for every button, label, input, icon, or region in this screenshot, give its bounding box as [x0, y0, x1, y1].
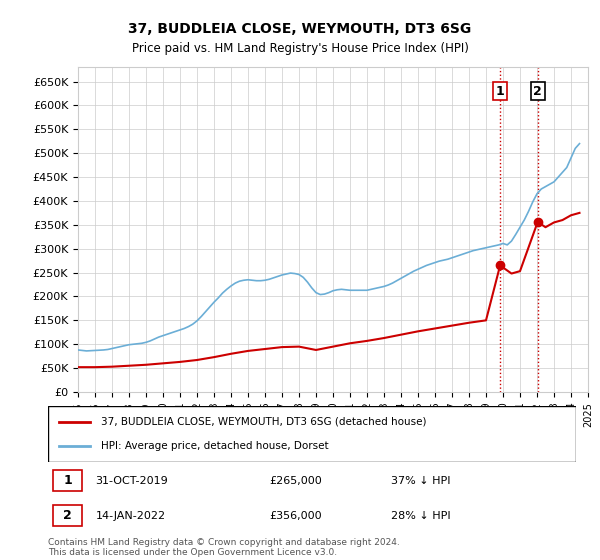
Text: £265,000: £265,000 [270, 476, 323, 486]
FancyBboxPatch shape [53, 470, 82, 492]
Text: HPI: Average price, detached house, Dorset: HPI: Average price, detached house, Dors… [101, 441, 328, 451]
FancyBboxPatch shape [53, 505, 82, 526]
Text: 37, BUDDLEIA CLOSE, WEYMOUTH, DT3 6SG (detached house): 37, BUDDLEIA CLOSE, WEYMOUTH, DT3 6SG (d… [101, 417, 426, 427]
Text: 2: 2 [533, 85, 542, 97]
Text: 1: 1 [496, 85, 505, 97]
FancyBboxPatch shape [48, 406, 576, 462]
Text: Price paid vs. HM Land Registry's House Price Index (HPI): Price paid vs. HM Land Registry's House … [131, 42, 469, 55]
Text: 2: 2 [63, 510, 72, 522]
Text: 31-OCT-2019: 31-OCT-2019 [95, 476, 168, 486]
Text: 14-JAN-2022: 14-JAN-2022 [95, 511, 166, 521]
Text: 37, BUDDLEIA CLOSE, WEYMOUTH, DT3 6SG: 37, BUDDLEIA CLOSE, WEYMOUTH, DT3 6SG [128, 22, 472, 36]
Text: £356,000: £356,000 [270, 511, 322, 521]
Text: Contains HM Land Registry data © Crown copyright and database right 2024.
This d: Contains HM Land Registry data © Crown c… [48, 538, 400, 557]
Text: 37% ↓ HPI: 37% ↓ HPI [391, 476, 451, 486]
Text: 1: 1 [63, 474, 72, 487]
Text: 28% ↓ HPI: 28% ↓ HPI [391, 511, 451, 521]
